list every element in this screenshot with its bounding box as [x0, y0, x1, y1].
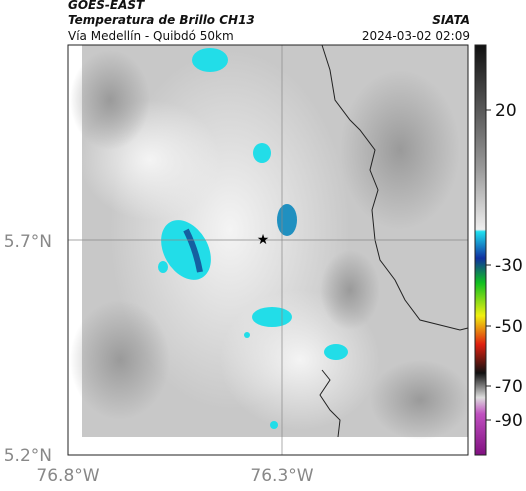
lat-label: 5.7°N — [4, 232, 52, 252]
colorbar-tick-label: -30 — [495, 256, 523, 276]
product: Temperatura de Brillo CH13 — [68, 13, 255, 27]
datetime: 2024-03-02 02:09 — [362, 29, 470, 43]
map: ★ — [67, 44, 470, 456]
colorbar-tick-label: -90 — [495, 411, 523, 431]
source: GOES-EAST — [68, 0, 145, 12]
svg-text:★: ★ — [257, 232, 270, 248]
map-frame — [67, 44, 469, 456]
lat-label: 5.2°N — [4, 446, 52, 466]
colorbar-tick-label: -50 — [495, 317, 523, 337]
agency: SIATA — [432, 13, 470, 27]
colorbar-tick-label: 20 — [495, 101, 517, 121]
lon-label: 76.8°W — [36, 466, 99, 486]
route: Vía Medellín - Quibdó 50km — [68, 29, 234, 43]
colorbar-tick-label: -70 — [495, 377, 523, 397]
colorbar — [474, 44, 487, 456]
lon-label: 76.3°W — [250, 466, 313, 486]
colorbar-ticks: 20 -30 -50 -70 -90 — [486, 101, 523, 431]
